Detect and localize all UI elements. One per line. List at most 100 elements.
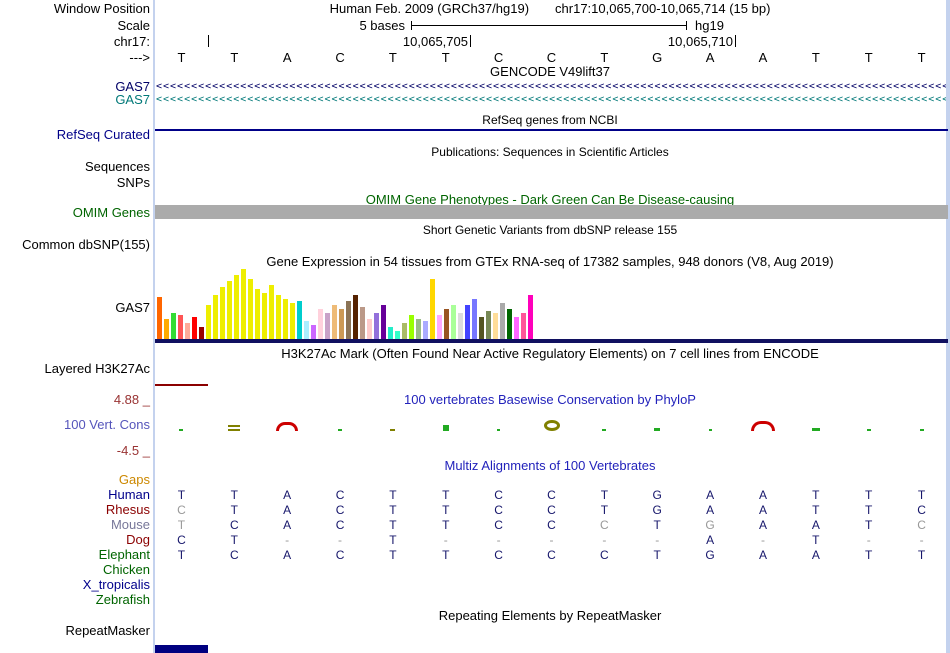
conservation-mark: [390, 429, 396, 431]
ruler-tick: [470, 35, 471, 47]
alignment-base: C: [494, 503, 503, 517]
track-label-zebrafish[interactable]: Zebrafish: [95, 592, 150, 607]
alignment-base: T: [177, 488, 186, 502]
gtex-gene-model-bar[interactable]: [155, 339, 948, 343]
gencode-transcript-row[interactable]: <<<<<<<<<<<<<<<<<<<<<<<<<<<<<<<<<<<<<<<<…: [156, 81, 946, 92]
dbsnp-note: Short Genetic Variants from dbSNP releas…: [422, 223, 678, 237]
base-letter: T: [441, 50, 450, 65]
track-label-omim-genes[interactable]: OMIM Genes: [72, 205, 150, 220]
track-label-gas7-gencode-1[interactable]: GAS7: [115, 79, 150, 94]
alignment-base: -: [285, 533, 290, 547]
alignment-base: -: [496, 533, 501, 547]
track-label-mouse[interactable]: Mouse: [110, 517, 150, 532]
track-label-100-vert-cons[interactable]: 100 Vert. Cons: [64, 417, 150, 432]
alignment-base: T: [389, 488, 397, 502]
gtex-bar: [514, 317, 519, 339]
alignment-base: C: [335, 503, 345, 517]
ruler-tick: [735, 35, 736, 47]
gtex-bar: [388, 327, 393, 339]
gtex-bar: [500, 303, 505, 339]
track-label-strand: --->: [129, 50, 150, 65]
alignment-base: T: [389, 518, 397, 532]
conservation-mark: [919, 429, 924, 431]
alignment-base: T: [653, 518, 661, 532]
alignment-base: C: [547, 548, 556, 562]
track-label-x-tropicalis[interactable]: X_tropicalis: [82, 577, 150, 592]
gtex-bar: [458, 313, 463, 339]
gencode-transcript-row[interactable]: <<<<<<<<<<<<<<<<<<<<<<<<<<<<<<<<<<<<<<<<…: [156, 94, 946, 105]
track-label-layered-h3k27ac[interactable]: Layered H3K27Ac: [44, 361, 150, 376]
alignment-base: T: [442, 548, 450, 562]
gtex-bar: [297, 301, 302, 339]
alignment-base: A: [758, 503, 767, 517]
track-label-human[interactable]: Human: [108, 487, 150, 502]
bottom-track-item[interactable]: [155, 645, 208, 653]
track-label-refseq-curated[interactable]: RefSeq Curated: [56, 127, 150, 142]
h3k27ac-signal[interactable]: [155, 384, 208, 386]
gtex-bar: [332, 305, 337, 339]
alignment-base: G: [705, 548, 715, 562]
gtex-bar: [528, 295, 533, 339]
ruler-coordinate: 10,065,710: [667, 34, 733, 49]
track-label-rhesus[interactable]: Rhesus: [105, 502, 150, 517]
track-label-sequences[interactable]: Sequences: [84, 159, 150, 174]
alignment-base: A: [283, 503, 292, 517]
alignment-base: C: [177, 533, 186, 547]
gtex-bar: [493, 313, 498, 339]
gtex-bar: [409, 315, 414, 339]
scale-bases-label: 5 bases: [359, 18, 405, 33]
alignment-base: T: [865, 488, 873, 502]
refseq-gene-bar[interactable]: [155, 129, 948, 131]
conservation-max-value: 4.88 _: [113, 392, 150, 407]
ruler-coordinate: 10,065,705: [402, 34, 468, 49]
track-label-dog[interactable]: Dog: [126, 532, 150, 547]
omim-gene-bar[interactable]: [155, 205, 948, 219]
track-label-chicken[interactable]: Chicken: [103, 562, 150, 577]
alignment-base: -: [655, 533, 660, 547]
gtex-bar: [290, 303, 295, 339]
alignment-base: T: [812, 503, 820, 517]
gtex-bar: [521, 313, 526, 339]
right-side-strip[interactable]: [946, 0, 950, 653]
gtex-bar: [479, 317, 484, 339]
alignment-base: T: [917, 488, 926, 502]
alignment-base: T: [812, 533, 820, 547]
track-label-snps[interactable]: SNPs: [116, 175, 150, 190]
track-label-common-dbsnp[interactable]: Common dbSNP(155): [22, 237, 150, 252]
alignment-base: T: [230, 533, 238, 547]
conservation-mark: [338, 429, 343, 431]
base-letter: A: [705, 50, 715, 65]
track-label-window-position: Window Position: [53, 1, 150, 16]
alignment-base: C: [229, 548, 239, 562]
alignment-base: T: [389, 533, 397, 547]
alignment-base: T: [177, 548, 186, 562]
base-letter: C: [546, 50, 557, 65]
multiz-title: Multiz Alignments of 100 Vertebrates: [444, 458, 656, 473]
gtex-bar: [339, 309, 344, 339]
conservation-title: 100 vertebrates Basewise Conservation by…: [404, 392, 696, 407]
track-label-repeatmasker[interactable]: RepeatMasker: [65, 623, 150, 638]
alignment-base: A: [811, 548, 820, 562]
alignment-base: A: [758, 488, 767, 502]
gtex-bar: [164, 319, 169, 339]
gtex-bar: [206, 305, 211, 339]
alignment-base: G: [705, 518, 715, 532]
gtex-bar: [255, 289, 260, 339]
alignment-base: C: [229, 518, 239, 532]
gtex-bar: [472, 299, 477, 339]
track-label-gaps[interactable]: Gaps: [118, 472, 150, 487]
assembly-title: Human Feb. 2009 (GRCh37/hg19): [329, 1, 530, 16]
track-label-gas7-gtex[interactable]: GAS7: [115, 300, 150, 315]
track-label-elephant[interactable]: Elephant: [98, 547, 150, 562]
alignment-base: G: [652, 488, 662, 502]
conservation-mark: [228, 425, 241, 431]
base-letter: T: [917, 50, 926, 65]
gtex-bar: [178, 315, 183, 339]
track-label-gas7-gencode-2[interactable]: GAS7: [115, 92, 150, 107]
base-letter: T: [177, 50, 186, 65]
alignment-base: T: [389, 548, 397, 562]
position-title: chr17:10,065,700-10,065,714 (15 bp): [555, 1, 771, 16]
base-letter: C: [493, 50, 504, 65]
left-side-strip[interactable]: [153, 0, 155, 653]
